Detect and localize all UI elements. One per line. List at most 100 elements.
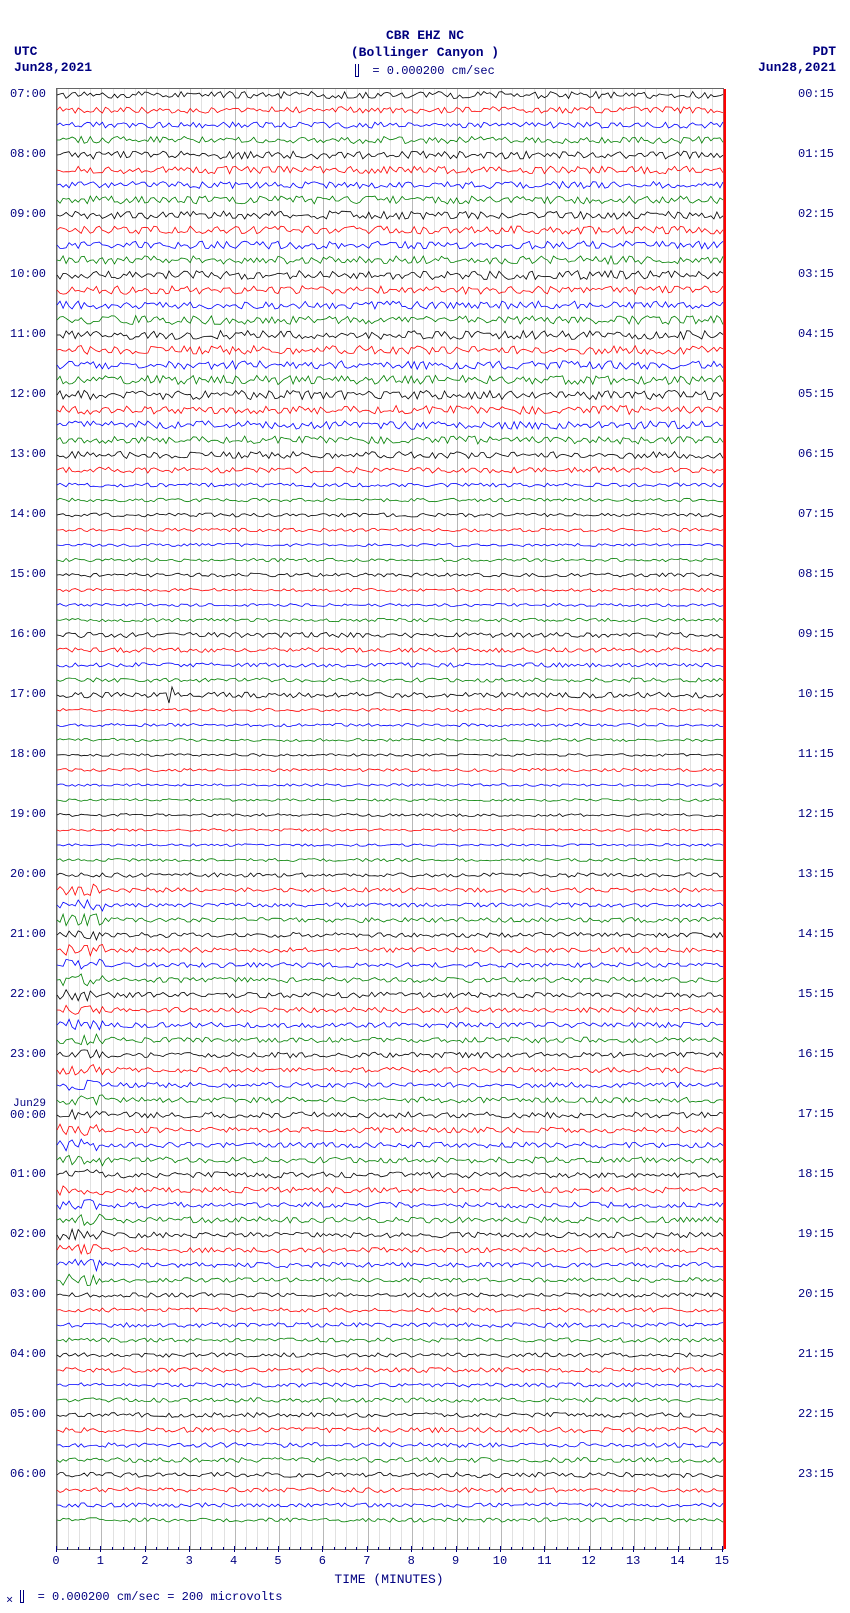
trace bbox=[57, 1228, 723, 1242]
seismogram-plot bbox=[56, 88, 724, 1550]
utc-hour-label: 04:00 bbox=[10, 1347, 46, 1361]
x-tick: 5 bbox=[268, 1554, 288, 1568]
trace bbox=[57, 1123, 723, 1137]
trace bbox=[57, 1018, 723, 1032]
trace bbox=[57, 1003, 723, 1017]
trace bbox=[57, 343, 723, 357]
trace bbox=[57, 1168, 723, 1182]
trace bbox=[57, 853, 723, 867]
trace bbox=[57, 493, 723, 507]
trace bbox=[57, 1258, 723, 1272]
trace bbox=[57, 1078, 723, 1092]
scale-bar-icon bbox=[20, 1590, 24, 1603]
utc-hour-label: 03:00 bbox=[10, 1287, 46, 1301]
trace bbox=[57, 88, 723, 102]
trace bbox=[57, 928, 723, 942]
trace bbox=[57, 808, 723, 822]
trace bbox=[57, 208, 723, 222]
x-tick: 1 bbox=[90, 1554, 110, 1568]
x-tick: 10 bbox=[490, 1554, 510, 1568]
scale-text: = 0.000200 cm/sec bbox=[372, 64, 494, 78]
trace bbox=[57, 1498, 723, 1512]
x-tick: 13 bbox=[623, 1554, 643, 1568]
trace bbox=[57, 403, 723, 417]
utc-hour-label: 12:00 bbox=[10, 387, 46, 401]
trace bbox=[57, 1468, 723, 1482]
trace bbox=[57, 868, 723, 882]
x-tick: 12 bbox=[579, 1554, 599, 1568]
trace bbox=[57, 1183, 723, 1197]
trace bbox=[57, 1393, 723, 1407]
trace bbox=[57, 253, 723, 267]
trace bbox=[57, 553, 723, 567]
pdt-hour-label: 03:15 bbox=[798, 267, 834, 281]
trace bbox=[57, 1378, 723, 1392]
pdt-hour-label: 19:15 bbox=[798, 1227, 834, 1241]
utc-hour-label: 11:00 bbox=[10, 327, 46, 341]
pdt-hour-label: 05:15 bbox=[798, 387, 834, 401]
x-tick: 14 bbox=[668, 1554, 688, 1568]
pdt-hour-label: 10:15 bbox=[798, 687, 834, 701]
tz-right: PDT Jun28,2021 bbox=[758, 44, 836, 75]
trace bbox=[57, 1408, 723, 1422]
trace bbox=[57, 778, 723, 792]
utc-hour-label: 09:00 bbox=[10, 207, 46, 221]
trace bbox=[57, 643, 723, 657]
pdt-hour-label: 15:15 bbox=[798, 987, 834, 1001]
trace bbox=[57, 1363, 723, 1377]
x-axis: TIME (MINUTES) 0123456789101112131415 bbox=[56, 1550, 722, 1580]
trace bbox=[57, 1198, 723, 1212]
utc-hour-label: Jun2900:00 bbox=[10, 1099, 46, 1113]
tz-left-date: Jun28,2021 bbox=[14, 60, 92, 76]
trace bbox=[57, 448, 723, 462]
trace bbox=[57, 733, 723, 747]
trace bbox=[57, 658, 723, 672]
utc-hour-label: 22:00 bbox=[10, 987, 46, 1001]
trace bbox=[57, 283, 723, 297]
scale-indicator: = 0.000200 cm/sec bbox=[0, 64, 850, 78]
utc-hour-label: 01:00 bbox=[10, 1167, 46, 1181]
trace bbox=[57, 1243, 723, 1257]
trace bbox=[57, 628, 723, 642]
trace bbox=[57, 1288, 723, 1302]
trace bbox=[57, 1483, 723, 1497]
utc-hour-label: 23:00 bbox=[10, 1047, 46, 1061]
trace bbox=[57, 388, 723, 402]
trace bbox=[57, 973, 723, 987]
trace bbox=[57, 793, 723, 807]
trace bbox=[57, 673, 723, 687]
tz-left: UTC Jun28,2021 bbox=[14, 44, 92, 75]
trace bbox=[57, 823, 723, 837]
pdt-hour-label: 16:15 bbox=[798, 1047, 834, 1061]
utc-hour-label: 20:00 bbox=[10, 867, 46, 881]
x-tick: 4 bbox=[224, 1554, 244, 1568]
utc-hour-label: 21:00 bbox=[10, 927, 46, 941]
x-tick: 15 bbox=[712, 1554, 732, 1568]
tz-left-code: UTC bbox=[14, 44, 92, 60]
trace bbox=[57, 1063, 723, 1077]
trace bbox=[57, 883, 723, 897]
trace bbox=[57, 763, 723, 777]
x-tick: 7 bbox=[357, 1554, 377, 1568]
trace bbox=[57, 1033, 723, 1047]
scale-bar-icon bbox=[355, 64, 359, 77]
trace bbox=[57, 373, 723, 387]
trace bbox=[57, 1453, 723, 1467]
utc-hour-label: 17:00 bbox=[10, 687, 46, 701]
footer-scale: × = 0.000200 cm/sec = 200 microvolts bbox=[6, 1590, 282, 1607]
trace bbox=[57, 688, 723, 702]
utc-hour-label: 14:00 bbox=[10, 507, 46, 521]
tz-right-date: Jun28,2021 bbox=[758, 60, 836, 76]
trace bbox=[57, 1303, 723, 1317]
utc-hour-label: 08:00 bbox=[10, 147, 46, 161]
x-tick: 8 bbox=[401, 1554, 421, 1568]
trace bbox=[57, 163, 723, 177]
trace bbox=[57, 1423, 723, 1437]
pdt-hour-label: 06:15 bbox=[798, 447, 834, 461]
pdt-hour-label: 02:15 bbox=[798, 207, 834, 221]
utc-hour-label: 05:00 bbox=[10, 1407, 46, 1421]
trace bbox=[57, 703, 723, 717]
pdt-hour-label: 18:15 bbox=[798, 1167, 834, 1181]
pdt-hour-label: 00:15 bbox=[798, 87, 834, 101]
pdt-hour-label: 20:15 bbox=[798, 1287, 834, 1301]
